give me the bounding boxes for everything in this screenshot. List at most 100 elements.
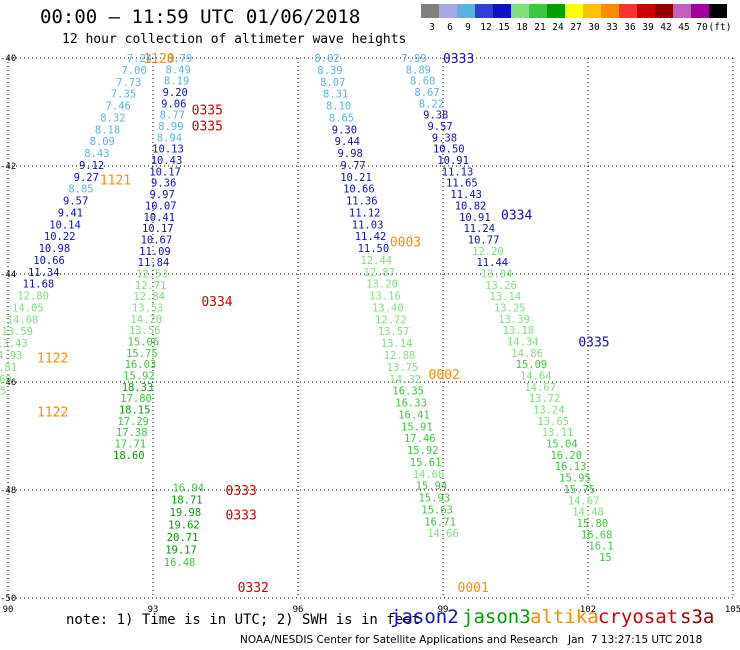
wave-height-value: 10.91 bbox=[459, 212, 491, 224]
wave-height-value: 18.33 bbox=[122, 382, 154, 394]
legend-swatch bbox=[565, 4, 583, 18]
satellite-label-jason3: jason3 bbox=[462, 606, 531, 628]
wave-height-value: 13.14 bbox=[490, 291, 522, 303]
wave-height-value: 16.03 bbox=[125, 359, 157, 371]
wave-height-value: 11.42 bbox=[355, 231, 387, 243]
wave-height-value: 10.67 bbox=[141, 234, 173, 246]
wave-height-value: 17.29 bbox=[117, 416, 149, 428]
wave-height-value: 13.40 bbox=[372, 302, 404, 314]
wave-height-value: 14.60 bbox=[413, 469, 445, 481]
legend-label: 42 bbox=[660, 22, 671, 33]
lat-tick-label: -50 bbox=[0, 594, 16, 604]
wave-height-value: 15.75 bbox=[126, 348, 158, 360]
legend-swatch bbox=[691, 4, 709, 18]
wave-height-value: 13.56 bbox=[129, 325, 161, 337]
wave-height-value: 13.75 bbox=[387, 362, 419, 374]
wave-height-value: 8.07 bbox=[320, 77, 345, 89]
wave-height-value: 8.02 bbox=[314, 53, 339, 65]
wave-height-value: 15.92 bbox=[123, 371, 155, 383]
wave-height-value: 10.13 bbox=[152, 144, 184, 156]
wave-height-value: 13.18 bbox=[503, 325, 535, 337]
legend-swatch bbox=[493, 4, 511, 18]
wave-height-value: 10.82 bbox=[455, 200, 487, 212]
wave-height-value: 14.81 bbox=[0, 362, 17, 374]
wave-height-value: 13.72 bbox=[529, 393, 561, 405]
wave-height-value: 15.63 bbox=[421, 504, 453, 516]
wave-height-value: 9.97 bbox=[150, 189, 175, 201]
wave-height-value: 13.16 bbox=[369, 291, 401, 303]
wave-height-value: 16.41 bbox=[398, 409, 430, 421]
wave-height-value: 16.35 bbox=[392, 386, 424, 398]
legend-label: 36 bbox=[624, 22, 636, 33]
wave-height-value: 12.53 bbox=[136, 268, 168, 280]
wave-height-value: 10.41 bbox=[143, 212, 175, 224]
wave-height-value: 9.57 bbox=[63, 196, 88, 208]
wave-height-value: 8.19 bbox=[164, 76, 189, 88]
legend-swatch bbox=[421, 4, 439, 18]
wave-height-value: 7.24 bbox=[127, 53, 152, 65]
legend-label: 39 bbox=[642, 22, 654, 33]
map-subtitle: 12 hour collection of altimeter wave hei… bbox=[62, 32, 407, 47]
wave-height-value: 20.71 bbox=[167, 532, 199, 544]
wave-height-value: 14.05 bbox=[12, 302, 44, 314]
wave-height-value: 15.92 bbox=[407, 445, 439, 457]
wave-height-value: 13.43 bbox=[0, 338, 28, 350]
legend-label: 70 bbox=[696, 22, 708, 33]
wave-height-value: 13.87 bbox=[0, 398, 1, 410]
wave-height-value: 9.36 bbox=[151, 178, 176, 190]
wave-height-value: 12.72 bbox=[375, 314, 407, 326]
wave-height-value: 9.38 bbox=[432, 132, 457, 144]
legend-label: 9 bbox=[465, 22, 471, 33]
wave-height-value: 14.67 bbox=[524, 382, 556, 394]
legend-label: 30 bbox=[588, 22, 600, 33]
wave-height-value: 16.94 bbox=[172, 482, 204, 494]
wave-height-value: 13.57 bbox=[378, 326, 410, 338]
legend-swatch bbox=[673, 4, 691, 18]
legend-label: 45 bbox=[678, 22, 689, 33]
wave-height-value: 12.71 bbox=[135, 280, 167, 292]
pass-time-label: 0002 bbox=[429, 368, 460, 383]
lon-tick-label: 90 bbox=[3, 605, 14, 615]
pass-time-label: 0003 bbox=[390, 236, 421, 251]
wave-height-value: 15.04 bbox=[546, 439, 578, 451]
legend-label: 6 bbox=[447, 22, 453, 33]
wave-height-value: 18.71 bbox=[171, 495, 203, 507]
lat-tick-label: -46 bbox=[0, 378, 16, 388]
wave-height-value: 11.65 bbox=[446, 178, 478, 190]
legend-label: 12 bbox=[480, 22, 491, 33]
wave-height-value: 13.20 bbox=[366, 279, 398, 291]
wave-height-value: 8.77 bbox=[160, 110, 185, 122]
pass-time-label: 1121 bbox=[100, 174, 131, 189]
wave-height-value: 8.65 bbox=[329, 112, 354, 124]
wave-height-value: 11.34 bbox=[28, 267, 60, 279]
wave-height-value: 8.31 bbox=[323, 89, 348, 101]
legend-swatch bbox=[511, 4, 529, 18]
wave-height-value: 13.25 bbox=[494, 302, 526, 314]
wave-height-value: 15.61 bbox=[410, 457, 442, 469]
pass-time-label: 0333 bbox=[226, 508, 257, 523]
wave-height-value: 10.91 bbox=[437, 155, 469, 167]
wave-height-value: 19.98 bbox=[170, 507, 202, 519]
legend-swatch bbox=[529, 4, 547, 18]
wave-height-value: 15.91 bbox=[401, 421, 433, 433]
wave-height-value: 13.24 bbox=[533, 405, 565, 417]
lat-tick-label: -40 bbox=[0, 54, 16, 64]
wave-height-value: 9.38 bbox=[423, 110, 448, 122]
wave-height-value: 15.94 bbox=[416, 481, 448, 493]
wave-height-value: 16.71 bbox=[424, 516, 456, 528]
wave-height-value: 17.71 bbox=[114, 439, 146, 451]
pass-time-label: 0333 bbox=[443, 52, 474, 67]
wave-height-value: 9.41 bbox=[58, 207, 83, 219]
wave-height-value: 9.44 bbox=[335, 136, 360, 148]
wave-height-value: 8.60 bbox=[410, 76, 435, 88]
color-legend: 3 6 9 12 15 18 21 24 27 30 33 36 39 42 45 70 (ft) bbox=[421, 4, 731, 33]
satellite-label-jason2: jason2 bbox=[390, 606, 459, 628]
wave-height-value: 13.75 bbox=[0, 386, 6, 398]
wave-height-value: 8.85 bbox=[68, 184, 93, 196]
wave-height-value: 8.94 bbox=[157, 132, 182, 144]
lat-tick-label: -48 bbox=[0, 486, 16, 496]
pass-time-label: 0335 bbox=[192, 103, 223, 118]
legend-swatch bbox=[619, 4, 637, 18]
pass-time-label: 1122 bbox=[37, 406, 68, 421]
wave-height-value: 16.68 bbox=[581, 529, 613, 541]
